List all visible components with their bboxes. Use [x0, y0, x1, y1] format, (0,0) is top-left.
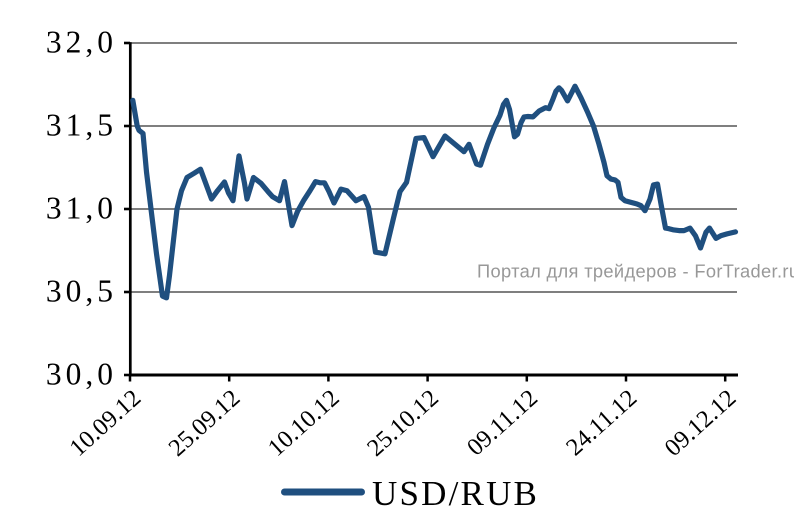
svg-text:32,0: 32,0 — [46, 24, 117, 59]
svg-text:USD/RUB: USD/RUB — [372, 474, 539, 513]
svg-text:Портал для трейдеров - ForTrad: Портал для трейдеров - ForTrader.ru — [477, 261, 794, 282]
svg-text:31,5: 31,5 — [46, 107, 117, 142]
svg-text:30,0: 30,0 — [46, 356, 117, 391]
svg-text:31,0: 31,0 — [46, 190, 117, 225]
svg-text:30,5: 30,5 — [46, 273, 117, 308]
